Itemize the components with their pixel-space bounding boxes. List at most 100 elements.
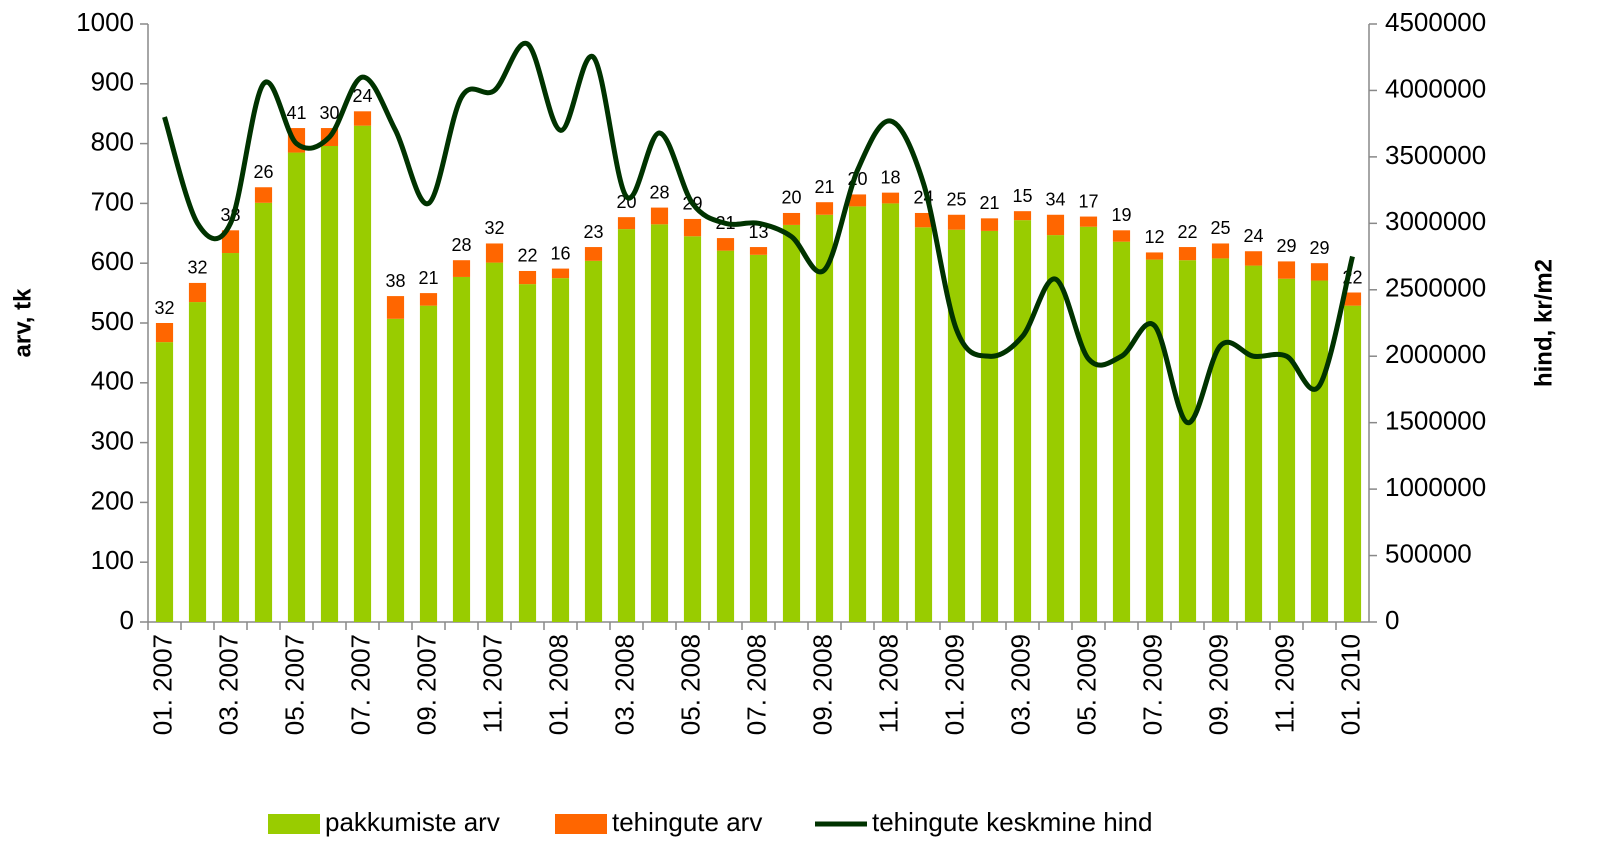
bar [1145,252,1164,260]
value-label: 34 [1045,190,1065,210]
value-label: 15 [1012,186,1032,206]
value-label: 30 [319,103,339,123]
bar [551,278,570,622]
x-tick-label: 11. 2007 [477,634,507,733]
bar [1244,251,1263,266]
bar [815,202,834,215]
x-tick-label: 01. 2009 [939,634,969,735]
x-tick-label: 01. 2008 [543,634,573,735]
bar [419,293,438,306]
bar [254,202,273,622]
x-tick-label: 01. 2010 [1335,634,1365,735]
y2-tick-label: 2500000 [1385,273,1486,303]
bar [650,207,669,225]
value-label: 32 [187,258,207,278]
value-label: 29 [1309,238,1329,258]
value-label: 21 [814,177,834,197]
bar [980,230,999,622]
bar [914,227,933,622]
legend-label: pakkumiste arv [325,807,500,837]
y-tick-label: 800 [91,126,134,156]
value-label: 32 [154,298,174,318]
y2-tick-label: 4000000 [1385,73,1486,103]
bar [353,125,372,622]
x-tick-label: 07. 2007 [345,634,375,735]
x-tick-label: 11. 2008 [873,634,903,733]
bar [320,145,339,622]
bar [782,212,801,225]
x-tick-label: 09. 2007 [411,634,441,735]
bar [584,247,603,261]
x-tick-label: 07. 2008 [741,634,771,735]
legend-label: tehingute keskmine hind [872,807,1152,837]
value-label: 16 [550,243,570,263]
value-label: 20 [781,188,801,208]
bar [1112,241,1131,622]
x-tick-label: 09. 2009 [1203,634,1233,735]
value-label: 26 [253,162,273,182]
bar [815,214,834,622]
bar [848,206,867,622]
bar [485,262,504,622]
bar [1310,280,1329,622]
bar [386,296,405,319]
bar [386,318,405,622]
x-tick-label: 05. 2007 [279,634,309,735]
value-label: 18 [880,167,900,187]
value-label: 23 [583,222,603,242]
bar [1343,292,1362,306]
bar [1211,243,1230,259]
y-tick-label: 100 [91,545,134,575]
value-label: 38 [385,271,405,291]
bar [749,247,768,255]
y-tick-label: 500 [91,306,134,336]
value-label: 25 [1210,218,1230,238]
bar [617,217,636,230]
x-tick-label: 09. 2008 [807,634,837,735]
bar [1178,260,1197,622]
bar [914,212,933,228]
y-tick-label: 600 [91,246,134,276]
value-label: 32 [484,218,504,238]
bar [1046,235,1065,622]
y2-tick-label: 2000000 [1385,339,1486,369]
bar [716,238,735,251]
y-tick-label: 900 [91,67,134,97]
x-tick-label: 01. 2007 [147,634,177,735]
value-label: 28 [451,235,471,255]
value-label: 25 [946,190,966,210]
bar [1343,305,1362,622]
value-label: 17 [1078,191,1098,211]
y2-tick-label: 3000000 [1385,206,1486,236]
bar [584,260,603,622]
bar [716,250,735,622]
bar [1244,265,1263,622]
value-label: 22 [517,246,537,266]
value-label: 19 [1111,205,1131,225]
value-label: 28 [649,182,669,202]
bar [155,342,174,622]
bar [419,305,438,622]
value-label: 12 [1144,227,1164,247]
value-label: 22 [1177,222,1197,242]
bar [188,302,207,622]
y2-tick-label: 0 [1385,605,1399,635]
y2-tick-label: 1500000 [1385,406,1486,436]
bar [221,230,240,254]
y-tick-label: 400 [91,366,134,396]
bar [782,224,801,623]
bar [848,194,867,207]
bar [1145,259,1164,622]
bar [1277,261,1296,279]
bar [947,229,966,622]
x-tick-label: 11. 2009 [1269,634,1299,733]
bar [1310,263,1329,281]
bar [1112,230,1131,242]
y2-tick-label: 3500000 [1385,140,1486,170]
legend-swatch [268,814,320,834]
bar [485,243,504,263]
bar [353,111,372,126]
line [162,40,1355,426]
bar [1046,214,1065,236]
bar [1013,211,1032,221]
